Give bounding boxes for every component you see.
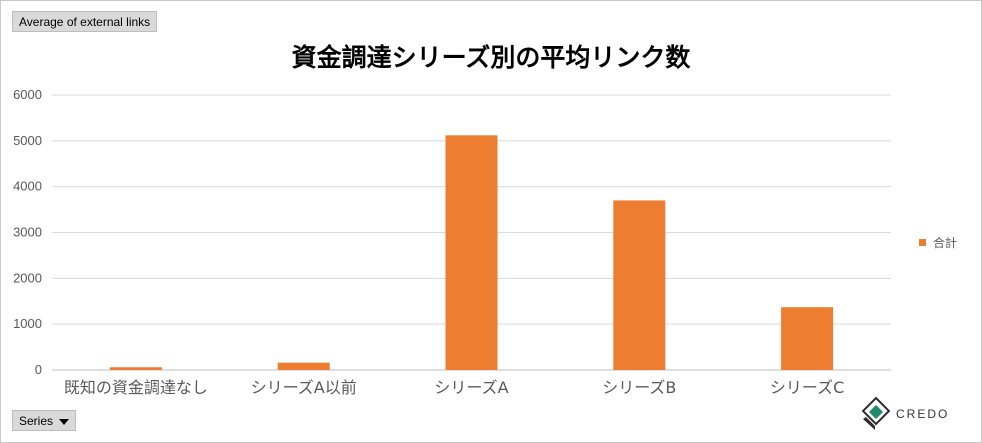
bar[interactable] (109, 367, 162, 370)
bar[interactable] (277, 362, 330, 370)
credo-logo: CREDO (862, 397, 949, 431)
legend-swatch (919, 239, 926, 246)
series-field-button[interactable]: Series (12, 410, 77, 431)
dropdown-arrow-icon (59, 419, 70, 425)
y-tick-label: 1000 (13, 316, 42, 331)
bar[interactable] (613, 200, 666, 370)
series-field-label: Series (19, 414, 54, 428)
legend-label: 合計 (933, 236, 958, 250)
value-field-button[interactable]: Average of external links (12, 11, 158, 32)
y-tick-label: 2000 (13, 270, 42, 285)
x-tick-label: 既知の資金調達なし (64, 378, 208, 397)
value-field-label: Average of external links (19, 15, 151, 29)
x-tick-label: シリーズA (434, 378, 508, 397)
y-tick-label: 0 (35, 362, 42, 377)
x-tick-label: シリーズB (602, 378, 676, 397)
chart-title: 資金調達シリーズ別の平均リンク数 (291, 43, 691, 72)
y-tick-label: 3000 (13, 225, 42, 240)
x-tick-label: シリーズA以前 (251, 378, 357, 397)
logo-text: CREDO (896, 407, 950, 421)
y-tick-label: 4000 (13, 179, 42, 194)
legend: 合計 (919, 234, 957, 251)
y-tick-label: 5000 (13, 133, 42, 148)
y-tick-label: 6000 (13, 87, 42, 102)
bar[interactable] (781, 307, 834, 370)
bar[interactable] (445, 135, 498, 370)
credo-logo-icon (862, 397, 890, 430)
x-tick-label: シリーズC (770, 378, 844, 397)
